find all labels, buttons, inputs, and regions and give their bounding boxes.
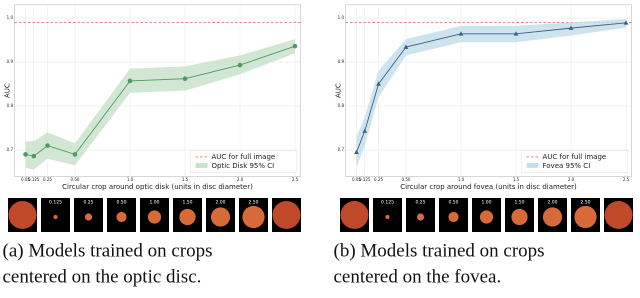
- thumbnail-crop: [574, 205, 597, 229]
- thumbnail-fundus: [8, 201, 37, 229]
- thumbnail-label: 0.125: [49, 200, 62, 206]
- marker: [127, 78, 133, 84]
- ci-band: [25, 39, 295, 170]
- thumbnail-crop: [416, 213, 425, 221]
- y-axis-label: AUC: [335, 83, 343, 98]
- x-axis-label: Circular crop around optic disk (units i…: [62, 183, 253, 191]
- thumbnail-label: 1.00: [481, 200, 491, 206]
- thumbnail-crop: [479, 210, 494, 224]
- x-tick-label: 1.0: [458, 177, 465, 182]
- legend-label: Fovea 95% CI: [543, 162, 591, 170]
- marker: [568, 25, 574, 30]
- marker: [513, 31, 519, 36]
- caption: centered on the optic disc.: [3, 266, 202, 287]
- y-tick-label: 0.8: [7, 103, 14, 108]
- caption: centered on the fovea.: [334, 266, 502, 287]
- thumbnail-label: 0.125: [381, 200, 394, 206]
- marker: [362, 128, 368, 133]
- x-tick-label: 0.125: [359, 177, 371, 182]
- caption: (b) Models trained on crops: [334, 240, 545, 261]
- line: [25, 45, 296, 157]
- thumbnail-label: 2.50: [580, 200, 590, 206]
- thumbnail-fundus: [604, 201, 633, 229]
- thumbnail-label: 0.25: [415, 200, 425, 206]
- legend-swatch: [526, 162, 539, 168]
- marker: [458, 31, 464, 36]
- x-tick-label: 1.5: [182, 177, 189, 182]
- x-axis-label: Circular crop around fovea (units in dis…: [400, 183, 577, 191]
- thumbnail-label: 1.50: [514, 200, 524, 206]
- x-tick-label: 2.5: [623, 177, 630, 182]
- marker: [182, 76, 188, 82]
- y-tick-label: 0.9: [7, 59, 14, 64]
- thumbnail-fundus: [340, 201, 369, 229]
- marker: [72, 152, 78, 157]
- thumbnail-label: 0.25: [83, 200, 93, 206]
- thumbnail-label: 2.00: [547, 200, 557, 206]
- thumbnail-crop: [448, 211, 459, 223]
- thumbnail-crop: [385, 214, 390, 220]
- marker: [31, 153, 37, 159]
- x-tick-label: 0.50: [71, 177, 80, 182]
- marker: [376, 81, 381, 86]
- x-tick-label: 0.50: [402, 177, 411, 182]
- x-tick-label: 2.5: [292, 177, 299, 182]
- marker: [23, 152, 28, 157]
- thumbnail-fundus: [272, 201, 301, 229]
- y-tick-label: 0.7: [338, 147, 345, 152]
- thumbnail-crop: [210, 207, 231, 227]
- thumbnail-label: 0.50: [116, 200, 126, 206]
- thumbnail-label: 2.50: [248, 200, 258, 206]
- thumbnail-crop: [53, 214, 58, 220]
- thumbnail-label: 1.00: [149, 200, 159, 206]
- x-tick-label: 2.0: [237, 177, 244, 182]
- legend-swatch: [195, 162, 208, 168]
- thumbnail-crop: [116, 211, 127, 223]
- x-tick-label: 0.25: [43, 177, 52, 182]
- y-axis-label: AUC: [4, 83, 12, 98]
- legend-label: AUC for full image: [212, 153, 276, 161]
- x-tick-label: 0.25: [374, 177, 383, 182]
- legend-label: Optic Disk 95% CI: [212, 162, 275, 170]
- marker: [292, 43, 298, 49]
- x-tick-label: 0.125: [28, 177, 40, 182]
- thumbnail-label: 0.50: [448, 200, 458, 206]
- y-tick-label: 0.8: [338, 103, 345, 108]
- legend-box: [521, 150, 628, 173]
- marker: [623, 20, 629, 25]
- line: [356, 22, 627, 153]
- legend-box: [190, 150, 297, 173]
- marker: [237, 62, 243, 68]
- y-tick-label: 1.0: [7, 15, 14, 20]
- x-tick-label: 0.05: [352, 177, 361, 182]
- thumbnail-crop: [179, 208, 196, 226]
- marker: [354, 149, 359, 154]
- thumbnail-crop: [84, 213, 93, 221]
- y-tick-label: 1.0: [338, 15, 345, 20]
- y-tick-label: 0.7: [7, 147, 14, 152]
- thumbnail-crop: [147, 210, 162, 224]
- marker: [403, 44, 409, 49]
- thumbnail-label: 2.00: [215, 200, 225, 206]
- x-tick-label: 1.5: [513, 177, 520, 182]
- x-tick-label: 1.0: [127, 177, 134, 182]
- y-tick-label: 0.9: [338, 59, 345, 64]
- x-tick-label: 0.05: [21, 177, 30, 182]
- marker: [45, 143, 50, 148]
- x-tick-label: 2.0: [568, 177, 575, 182]
- thumbnail-crop: [542, 207, 563, 227]
- caption: (a) Models trained on crops: [3, 240, 213, 261]
- thumbnail-crop: [511, 208, 528, 226]
- legend-label: AUC for full image: [543, 153, 607, 161]
- thumbnail-label: 1.50: [182, 200, 192, 206]
- thumbnail-crop: [242, 205, 265, 229]
